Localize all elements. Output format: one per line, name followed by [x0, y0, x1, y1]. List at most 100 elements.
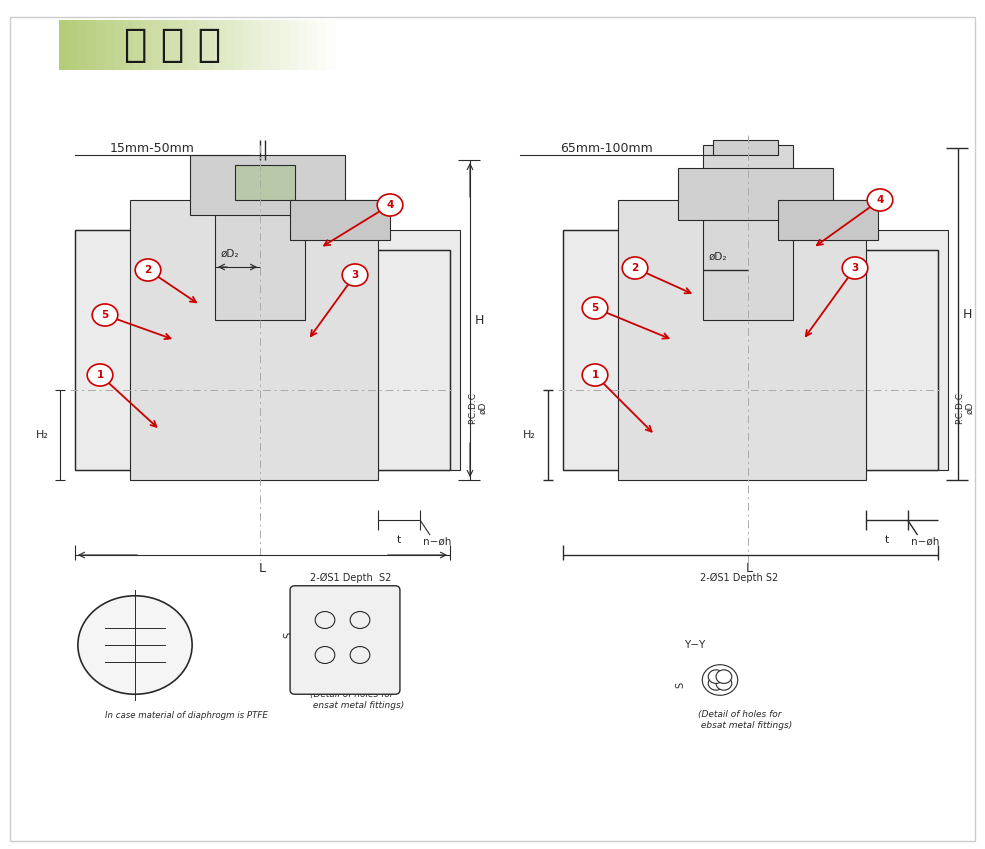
- Bar: [235, 165, 295, 200]
- Bar: [96, 20, 106, 70]
- Bar: [280, 20, 290, 70]
- Bar: [142, 20, 152, 70]
- Bar: [216, 20, 226, 70]
- Text: S: S: [675, 682, 685, 688]
- Bar: [712, 140, 777, 155]
- Text: P.C.D.C: P.C.D.C: [468, 392, 477, 424]
- Bar: [326, 20, 336, 70]
- Circle shape: [867, 189, 892, 211]
- Bar: [378, 250, 450, 470]
- Text: 15mm-50mm: 15mm-50mm: [110, 142, 195, 155]
- Text: H: H: [475, 313, 485, 327]
- Circle shape: [88, 364, 113, 386]
- Text: øD₂: øD₂: [221, 249, 239, 259]
- Text: t: t: [397, 535, 401, 545]
- Bar: [114, 20, 124, 70]
- Bar: [866, 250, 938, 470]
- Bar: [161, 20, 170, 70]
- Circle shape: [716, 677, 732, 690]
- Circle shape: [716, 670, 732, 683]
- Bar: [78, 20, 88, 70]
- Bar: [87, 20, 97, 70]
- Bar: [618, 200, 866, 480]
- Circle shape: [623, 257, 648, 279]
- Bar: [206, 20, 217, 70]
- Text: 3: 3: [851, 263, 859, 273]
- Text: Y−Y: Y−Y: [685, 640, 705, 650]
- Text: 2: 2: [145, 265, 152, 275]
- Bar: [243, 20, 253, 70]
- Bar: [316, 20, 327, 70]
- Polygon shape: [715, 676, 725, 684]
- Bar: [777, 200, 878, 240]
- Text: øD: øD: [965, 402, 974, 414]
- Circle shape: [582, 364, 608, 386]
- Text: øD₂: øD₂: [708, 252, 727, 262]
- Text: øD: øD: [478, 402, 487, 414]
- Text: 1: 1: [591, 370, 599, 380]
- Text: H₂: H₂: [35, 430, 48, 440]
- Text: L: L: [746, 562, 754, 575]
- Text: L: L: [258, 562, 266, 575]
- Bar: [562, 230, 948, 470]
- Bar: [261, 20, 272, 70]
- Bar: [188, 20, 198, 70]
- Text: P.C.D.C: P.C.D.C: [955, 392, 964, 424]
- Bar: [75, 230, 460, 470]
- Text: t: t: [885, 535, 888, 545]
- Text: (Detail of holes for
 ensat metal fittings): (Detail of holes for ensat metal fitting…: [310, 690, 404, 710]
- Text: n−øh: n−øh: [910, 537, 939, 547]
- Circle shape: [135, 259, 161, 281]
- Bar: [290, 200, 390, 240]
- Text: In case material of diaphrogm is PTFE: In case material of diaphrogm is PTFE: [105, 711, 268, 719]
- Circle shape: [842, 257, 868, 279]
- Bar: [190, 155, 345, 215]
- Bar: [178, 20, 189, 70]
- Text: 3: 3: [352, 270, 359, 280]
- Circle shape: [342, 264, 367, 286]
- Bar: [678, 168, 832, 220]
- Bar: [225, 20, 234, 70]
- Bar: [68, 20, 79, 70]
- Bar: [233, 20, 244, 70]
- Text: (Detail of holes for
 ebsat metal fittings): (Detail of holes for ebsat metal fitting…: [698, 711, 792, 729]
- Bar: [133, 20, 143, 70]
- Bar: [59, 20, 69, 70]
- Bar: [307, 20, 317, 70]
- Text: n−øh: n−øh: [423, 537, 451, 547]
- Bar: [289, 20, 299, 70]
- Text: 尺 寸 图: 尺 寸 图: [124, 26, 221, 64]
- Text: 2-ØS1 Depth S2: 2-ØS1 Depth S2: [700, 573, 778, 583]
- Bar: [59, 20, 335, 70]
- Bar: [169, 20, 179, 70]
- Bar: [151, 20, 162, 70]
- Circle shape: [582, 297, 608, 319]
- Circle shape: [93, 304, 118, 326]
- Text: 5: 5: [101, 310, 108, 320]
- Text: 4: 4: [386, 200, 394, 210]
- Bar: [197, 20, 207, 70]
- Bar: [298, 20, 308, 70]
- Bar: [702, 145, 793, 320]
- Circle shape: [708, 677, 724, 690]
- Text: 1: 1: [97, 370, 103, 380]
- Bar: [215, 160, 305, 320]
- Circle shape: [377, 194, 403, 216]
- FancyBboxPatch shape: [290, 586, 400, 694]
- Text: 2: 2: [631, 263, 638, 273]
- Text: H₂: H₂: [523, 430, 536, 440]
- Bar: [252, 20, 262, 70]
- Text: H: H: [962, 307, 972, 321]
- Text: 5: 5: [591, 303, 599, 313]
- Text: 4: 4: [877, 195, 884, 205]
- Bar: [130, 200, 378, 480]
- Text: S: S: [283, 632, 293, 638]
- Circle shape: [78, 596, 192, 694]
- Bar: [123, 20, 134, 70]
- Bar: [105, 20, 115, 70]
- Text: 2-ØS1 Depth  S2: 2-ØS1 Depth S2: [310, 573, 391, 583]
- Circle shape: [702, 665, 738, 695]
- Text: 65mm-100mm: 65mm-100mm: [560, 142, 653, 155]
- Bar: [271, 20, 281, 70]
- Circle shape: [708, 670, 724, 683]
